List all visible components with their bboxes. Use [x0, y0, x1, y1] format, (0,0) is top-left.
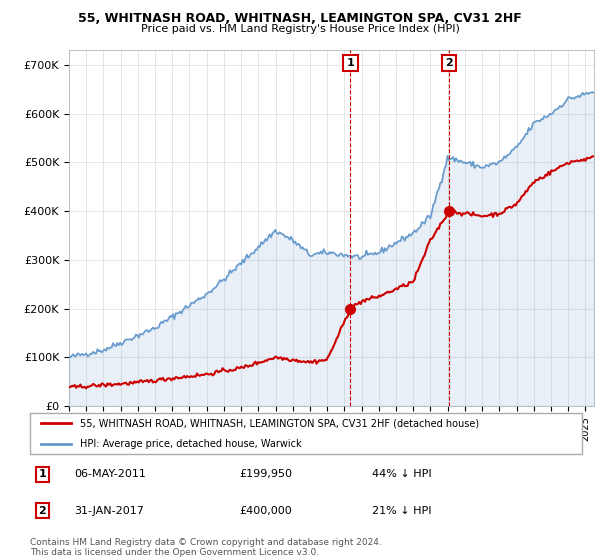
- Text: 2: 2: [38, 506, 46, 516]
- FancyBboxPatch shape: [30, 413, 582, 454]
- Text: 55, WHITNASH ROAD, WHITNASH, LEAMINGTON SPA, CV31 2HF: 55, WHITNASH ROAD, WHITNASH, LEAMINGTON …: [78, 12, 522, 25]
- Text: 55, WHITNASH ROAD, WHITNASH, LEAMINGTON SPA, CV31 2HF (detached house): 55, WHITNASH ROAD, WHITNASH, LEAMINGTON …: [80, 418, 479, 428]
- Text: 06-MAY-2011: 06-MAY-2011: [74, 469, 146, 479]
- Text: Price paid vs. HM Land Registry's House Price Index (HPI): Price paid vs. HM Land Registry's House …: [140, 24, 460, 34]
- Text: 1: 1: [38, 469, 46, 479]
- Text: 44% ↓ HPI: 44% ↓ HPI: [372, 469, 432, 479]
- Text: 21% ↓ HPI: 21% ↓ HPI: [372, 506, 432, 516]
- Text: £400,000: £400,000: [240, 506, 293, 516]
- Text: 2: 2: [445, 58, 453, 68]
- Text: £199,950: £199,950: [240, 469, 293, 479]
- Text: Contains HM Land Registry data © Crown copyright and database right 2024.
This d: Contains HM Land Registry data © Crown c…: [30, 538, 382, 557]
- Text: HPI: Average price, detached house, Warwick: HPI: Average price, detached house, Warw…: [80, 438, 301, 449]
- Text: 1: 1: [347, 58, 355, 68]
- Text: 31-JAN-2017: 31-JAN-2017: [74, 506, 144, 516]
